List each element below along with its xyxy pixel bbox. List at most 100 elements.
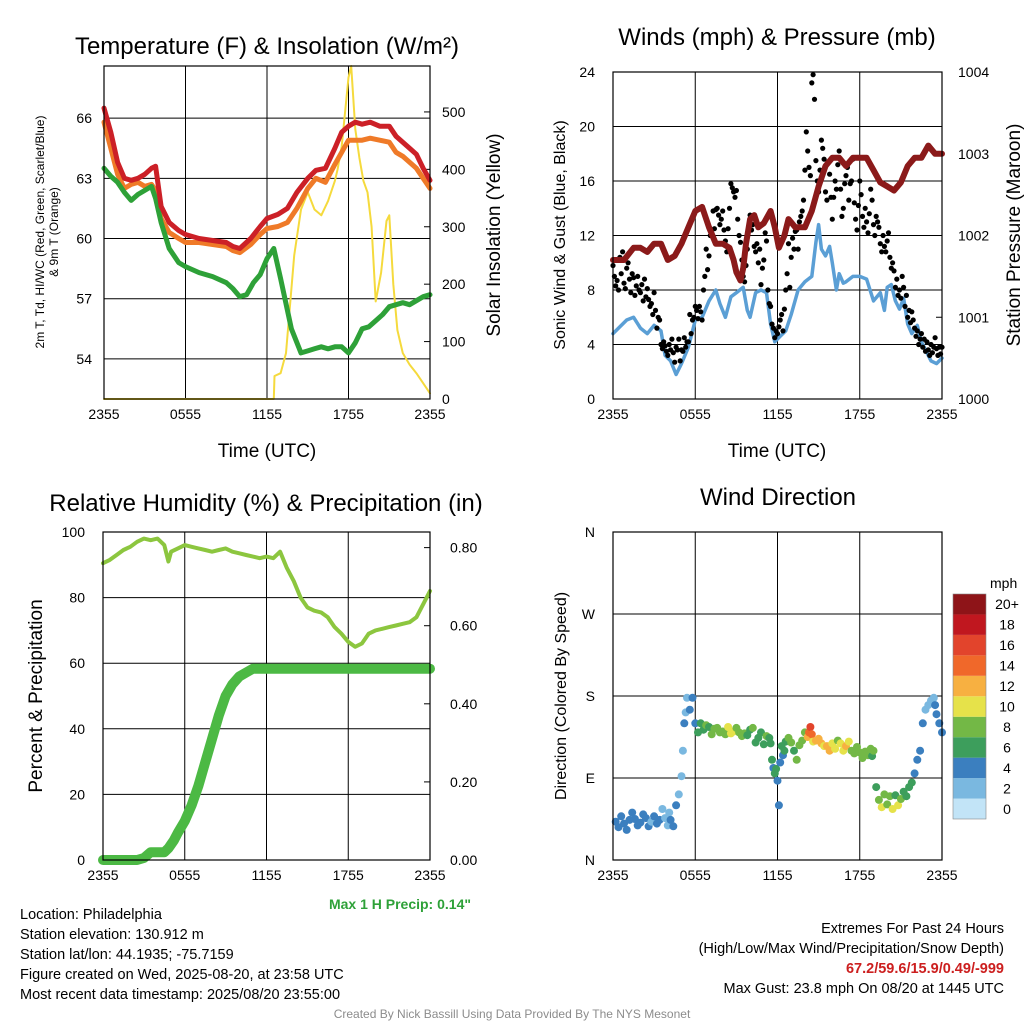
direction-point xyxy=(776,758,785,767)
x-tick-label: 2355 xyxy=(597,406,628,422)
direction-point xyxy=(658,805,667,813)
direction-point xyxy=(622,825,631,834)
gust-point xyxy=(925,347,931,353)
gust-point xyxy=(843,173,849,179)
colorbar-label: 10 xyxy=(999,699,1015,715)
gust-point xyxy=(890,260,896,266)
gust-point xyxy=(622,286,628,292)
chart-title: Temperature (F) & Insolation (W/m²) xyxy=(75,33,459,60)
direction-point xyxy=(683,693,691,702)
gust-point xyxy=(776,324,782,330)
y-tick-label: 63 xyxy=(76,170,92,186)
temperature-series-line xyxy=(101,165,433,356)
y2-tick-label: 400 xyxy=(442,161,466,177)
created-text: Figure created on Wed, 2025-08-20, at 23… xyxy=(20,967,344,983)
gust-point xyxy=(631,275,637,281)
timestamp-text: Most recent data timestamp: 2025/08/20 2… xyxy=(20,987,341,1003)
y-tick-label: E xyxy=(586,770,595,786)
y-tick-label: 16 xyxy=(579,173,595,189)
max-gust-text: Max Gust: 23.8 mph On 08/20 at 1445 UTC xyxy=(723,981,1004,997)
colorbar-swatch xyxy=(953,594,986,615)
gust-point xyxy=(899,273,905,279)
y2-tick-label: 0 xyxy=(442,391,450,407)
gust-point xyxy=(672,359,678,365)
direction-point xyxy=(883,800,892,809)
gust-point xyxy=(894,276,900,282)
x-tick-label: 1755 xyxy=(333,867,364,883)
plot-border xyxy=(612,531,943,861)
gust-point xyxy=(833,186,840,192)
direction-point xyxy=(916,746,925,755)
gust-point xyxy=(725,226,731,232)
gust-point xyxy=(728,181,734,187)
y-tick-label: 8 xyxy=(587,282,595,298)
gust-point xyxy=(880,232,886,239)
direction-point xyxy=(773,776,782,785)
gust-point xyxy=(641,276,648,282)
gust-point xyxy=(677,358,683,364)
gust-point xyxy=(898,295,904,301)
direction-point xyxy=(787,738,796,747)
direction-point xyxy=(780,746,789,755)
x-axis-label: Time (UTC) xyxy=(218,441,317,462)
gust-point xyxy=(918,331,925,337)
gust-point xyxy=(813,158,819,164)
gust-point xyxy=(929,350,936,356)
gust-point xyxy=(799,208,805,214)
direction-point xyxy=(617,812,626,821)
gust-point xyxy=(914,328,920,334)
direction-point xyxy=(918,719,927,728)
gust-point xyxy=(620,249,626,255)
gust-point xyxy=(887,254,893,260)
y-axis-label: Direction (Colored By Speed) xyxy=(553,592,570,800)
temperature-series-line xyxy=(103,65,431,400)
gust-point xyxy=(755,260,761,266)
x-tick-label: 2355 xyxy=(597,867,628,883)
gust-point xyxy=(758,282,764,288)
gust-point xyxy=(910,317,916,323)
gust-point xyxy=(721,227,727,233)
gust-point xyxy=(680,348,686,354)
gust-point xyxy=(666,341,672,348)
y-tick-label: 20 xyxy=(69,786,85,802)
gust-point xyxy=(879,249,885,255)
direction-point xyxy=(907,778,916,787)
credit-text: Created By Nick Bassill Using Data Provi… xyxy=(333,1007,691,1021)
y-tick-label: S xyxy=(586,688,595,704)
gust-point xyxy=(646,296,652,303)
x-tick-label: 2355 xyxy=(414,867,445,883)
gust-point xyxy=(650,311,656,318)
gust-point xyxy=(699,317,705,323)
direction-point xyxy=(672,801,681,810)
gust-point xyxy=(821,156,827,162)
colorbar-swatch xyxy=(953,798,986,819)
gust-point xyxy=(807,173,814,179)
direction-point xyxy=(688,693,697,702)
gust-point xyxy=(901,284,907,290)
gust-point xyxy=(683,344,689,350)
extremes-title: Extremes For Past 24 Hours xyxy=(821,921,1004,937)
y-tick-label: N xyxy=(585,852,595,868)
gust-point xyxy=(632,292,638,298)
direction-point xyxy=(910,769,919,778)
gust-point xyxy=(869,197,875,203)
gust-point xyxy=(790,235,796,241)
direction-point xyxy=(669,822,678,831)
gust-point xyxy=(624,265,630,271)
gust-point xyxy=(759,265,766,271)
gust-point xyxy=(902,303,908,309)
station-info: Location: Philadelphia Station elevation… xyxy=(20,905,344,1005)
direction-point xyxy=(724,723,733,731)
gust-point xyxy=(702,273,708,279)
gust-point xyxy=(800,197,807,203)
gust-point xyxy=(917,336,923,342)
gust-point xyxy=(762,230,768,236)
gust-point xyxy=(674,347,681,353)
gust-point xyxy=(779,311,785,318)
y2-tick-label: 0.40 xyxy=(450,696,477,712)
gust-point xyxy=(621,280,627,286)
gust-point xyxy=(839,213,845,219)
gust-point xyxy=(876,224,882,230)
colorbar-label: 14 xyxy=(999,658,1015,674)
